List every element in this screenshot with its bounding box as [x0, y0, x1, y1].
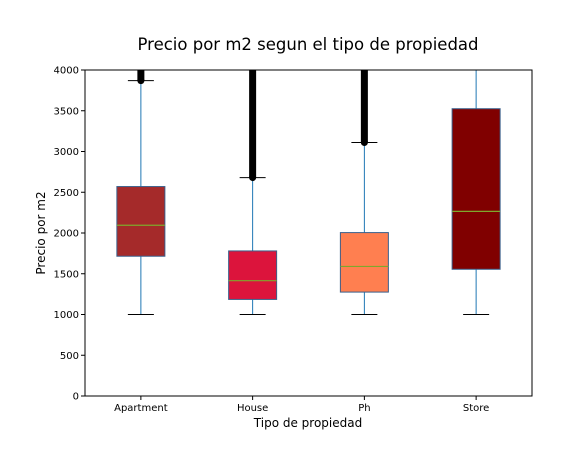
x-tick-label-apartment: Apartment: [114, 403, 168, 414]
chart-title: Precio por m2 segun el tipo de propiedad: [138, 35, 479, 54]
x-tick-label-ph: Ph: [358, 403, 370, 414]
x-axis-title: Tipo de propiedad: [253, 416, 362, 430]
y-tick-label-2000: 2000: [54, 229, 79, 240]
box-apartment: [117, 187, 165, 257]
outlier-point-ph: [361, 139, 368, 146]
y-tick-label-3000: 3000: [54, 147, 79, 158]
plot-area: 0 500 1000 1500 2000 2500 3000 3500 4000 Apartmen…: [54, 66, 532, 415]
box-ph: [340, 233, 388, 292]
box-store: [452, 109, 500, 270]
outlier-band-house: [249, 70, 256, 178]
y-tick-label-500: 500: [60, 351, 79, 362]
x-tick-label-store: Store: [463, 403, 489, 414]
x-tick-label-house: House: [237, 403, 268, 414]
y-tick-label-3500: 3500: [54, 106, 79, 117]
y-tick-label-0: 0: [73, 392, 79, 403]
outlier-band-ph: [361, 70, 368, 143]
y-tick-label-1000: 1000: [54, 310, 79, 321]
y-tick-label-1500: 1500: [54, 269, 79, 280]
y-tick-label-4000: 4000: [54, 66, 79, 77]
outlier-point-house: [249, 174, 256, 181]
y-axis-title: Precio por m2: [34, 191, 48, 274]
y-tick-label-2500: 2500: [54, 188, 79, 199]
outlier-point-apartment: [137, 77, 144, 84]
box-house: [229, 251, 277, 299]
